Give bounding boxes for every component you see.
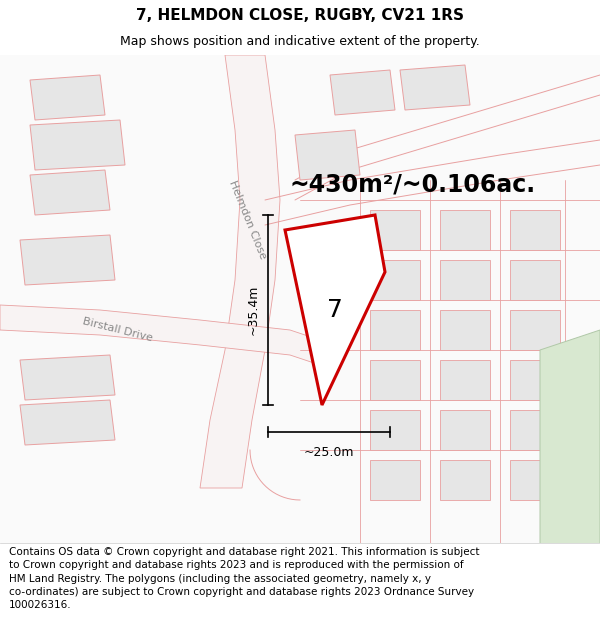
Text: 7, HELMDON CLOSE, RUGBY, CV21 1RS: 7, HELMDON CLOSE, RUGBY, CV21 1RS (136, 8, 464, 23)
Polygon shape (370, 460, 420, 500)
Text: 7: 7 (327, 298, 343, 322)
Polygon shape (0, 305, 320, 365)
Polygon shape (20, 355, 115, 400)
Polygon shape (510, 360, 560, 400)
Text: ~35.4m: ~35.4m (247, 285, 260, 335)
Polygon shape (540, 330, 600, 545)
Polygon shape (295, 130, 360, 180)
Polygon shape (370, 210, 420, 250)
Text: Birstall Drive: Birstall Drive (82, 316, 154, 344)
Polygon shape (440, 210, 490, 250)
Text: Helmdon Close: Helmdon Close (227, 179, 268, 261)
Polygon shape (440, 310, 490, 350)
Polygon shape (440, 260, 490, 300)
Text: Contains OS data © Crown copyright and database right 2021. This information is : Contains OS data © Crown copyright and d… (9, 547, 479, 610)
Text: Map shows position and indicative extent of the property.: Map shows position and indicative extent… (120, 35, 480, 48)
Polygon shape (30, 120, 125, 170)
Polygon shape (400, 65, 470, 110)
Polygon shape (510, 260, 560, 300)
Polygon shape (20, 235, 115, 285)
Polygon shape (510, 410, 560, 450)
Polygon shape (370, 410, 420, 450)
Polygon shape (440, 410, 490, 450)
Polygon shape (330, 70, 395, 115)
Polygon shape (440, 360, 490, 400)
Text: ~430m²/~0.106ac.: ~430m²/~0.106ac. (290, 173, 536, 197)
Polygon shape (510, 210, 560, 250)
Polygon shape (370, 260, 420, 300)
Polygon shape (285, 215, 385, 405)
Text: ~25.0m: ~25.0m (304, 446, 354, 459)
Polygon shape (30, 75, 105, 120)
Polygon shape (200, 55, 280, 488)
Polygon shape (370, 360, 420, 400)
Polygon shape (510, 460, 560, 500)
Polygon shape (370, 310, 420, 350)
Polygon shape (440, 460, 490, 500)
Polygon shape (20, 400, 115, 445)
Polygon shape (30, 170, 110, 215)
Polygon shape (510, 310, 560, 350)
